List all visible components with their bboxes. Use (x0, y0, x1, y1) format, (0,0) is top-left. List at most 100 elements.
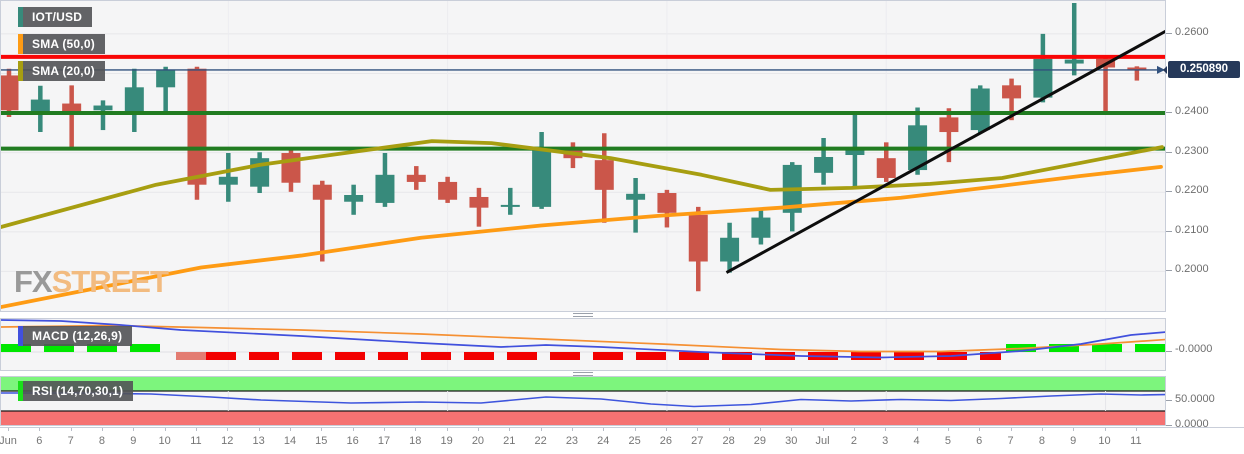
date-tick (853, 428, 855, 431)
candle-body (187, 68, 207, 185)
date-label: Jun (0, 435, 17, 447)
resize-grip-icon[interactable] (573, 372, 593, 379)
candle-body (30, 99, 50, 113)
legend-macd[interactable]: MACD (12,26,9) (18, 326, 133, 346)
date-label: 13 (252, 435, 265, 447)
date-label: 9 (130, 435, 137, 447)
date-tick (1104, 428, 1106, 431)
date-label: 26 (659, 435, 673, 447)
current-price-tag: 0.250890 (1163, 61, 1240, 78)
candle-body (626, 193, 646, 200)
date-label: 27 (691, 435, 704, 447)
date-tick (477, 428, 479, 431)
panel-divider-macd (0, 312, 1244, 320)
rsi-canvas[interactable] (1, 377, 1165, 425)
legend-sma20[interactable]: SMA (20,0) (18, 61, 105, 81)
date-label: 20 (471, 435, 485, 447)
date-tick (885, 428, 887, 431)
date-label: 6 (36, 435, 43, 447)
resize-grip-icon[interactable] (573, 313, 593, 320)
date-label: 7 (67, 435, 74, 447)
legend-sma50[interactable]: SMA (50,0) (18, 34, 105, 54)
price-axis-label: 0.2100 (1175, 224, 1209, 236)
symbol-label: IOT/USD (23, 7, 93, 27)
trendline[interactable] (725, 29, 1165, 274)
macd-line (1, 319, 1165, 359)
date-tick (634, 428, 636, 431)
candle-body (751, 217, 771, 238)
date-label: 10 (1098, 435, 1111, 447)
candle-body (62, 103, 82, 113)
date-label: 16 (346, 435, 359, 447)
candle-body (939, 117, 959, 133)
price-chart-panel[interactable]: FXSTREET (0, 0, 1166, 312)
date-label: 4 (913, 435, 920, 447)
rsi-label: RSI (14,70,30,1) (23, 381, 134, 401)
date-label: 5 (944, 435, 951, 447)
date-tick (101, 428, 103, 431)
date-tick (133, 428, 135, 431)
date-tick (258, 428, 260, 431)
date-tick (916, 428, 918, 431)
date-tick (1073, 428, 1075, 431)
candle-body (720, 237, 740, 262)
macd-signal-line (1, 324, 1165, 353)
date-tick (1135, 428, 1137, 431)
candle-body (469, 196, 489, 208)
price-tick (1166, 191, 1172, 192)
date-label: 21 (503, 435, 516, 447)
macd-label: MACD (12,26,9) (23, 326, 133, 346)
date-tick (665, 428, 667, 431)
macd-panel[interactable] (0, 318, 1166, 371)
date-label: Jul (815, 435, 830, 447)
date-tick (8, 428, 9, 431)
legend-rsi[interactable]: RSI (14,70,30,1) (18, 381, 134, 401)
date-axis[interactable]: Jun 6 7 8 9 10 11 12 13 14 15 16 17 18 19 20 21 22 23 24 25 2… (0, 427, 1244, 454)
rsi-tick (1166, 425, 1172, 426)
date-tick (289, 428, 291, 431)
price-chart-canvas[interactable] (1, 1, 1165, 311)
date-tick (759, 428, 761, 431)
date-label: 18 (409, 435, 422, 447)
watermark-fx: FX (14, 264, 53, 299)
date-tick (1041, 428, 1043, 431)
sma50-line (1, 164, 1163, 309)
date-tick (446, 428, 448, 431)
date-label: 12 (221, 435, 234, 447)
date-tick (227, 428, 229, 431)
candle-body (1064, 59, 1084, 64)
sma20-line (1, 139, 1164, 229)
date-label: 11 (190, 435, 202, 447)
price-tick (1166, 270, 1172, 271)
candle-body (312, 184, 332, 200)
macd-canvas[interactable] (1, 319, 1165, 370)
date-label: 28 (722, 435, 735, 447)
rsi-oversold-band (1, 411, 1165, 425)
date-label: 30 (785, 435, 798, 447)
date-tick (321, 428, 323, 431)
date-tick (415, 428, 417, 431)
candle-body (532, 150, 552, 207)
candle-body (93, 105, 113, 111)
watermark-street: STREET (51, 264, 169, 299)
date-tick (947, 428, 949, 431)
date-label: 17 (377, 435, 391, 447)
candle-body (1, 75, 19, 111)
price-axis-label: 0.2300 (1175, 145, 1209, 157)
date-tick (540, 428, 542, 431)
sma50-color-bar (18, 34, 23, 54)
date-label: 7 (1007, 435, 1014, 447)
date-label: 9 (1070, 435, 1077, 447)
date-label: 14 (283, 435, 297, 447)
date-label: 11 (1130, 435, 1142, 447)
rsi-overbought-band (1, 377, 1165, 391)
date-label: 10 (158, 435, 171, 447)
macd-zero-tick (1166, 351, 1172, 352)
rsi-panel[interactable] (0, 376, 1166, 426)
symbol-color-bar (18, 7, 23, 27)
legend-symbol[interactable]: IOT/USD (18, 7, 93, 27)
date-tick (603, 428, 605, 431)
price-axis-label: 0.2600 (1175, 26, 1209, 38)
macd-color-bar (18, 326, 23, 346)
